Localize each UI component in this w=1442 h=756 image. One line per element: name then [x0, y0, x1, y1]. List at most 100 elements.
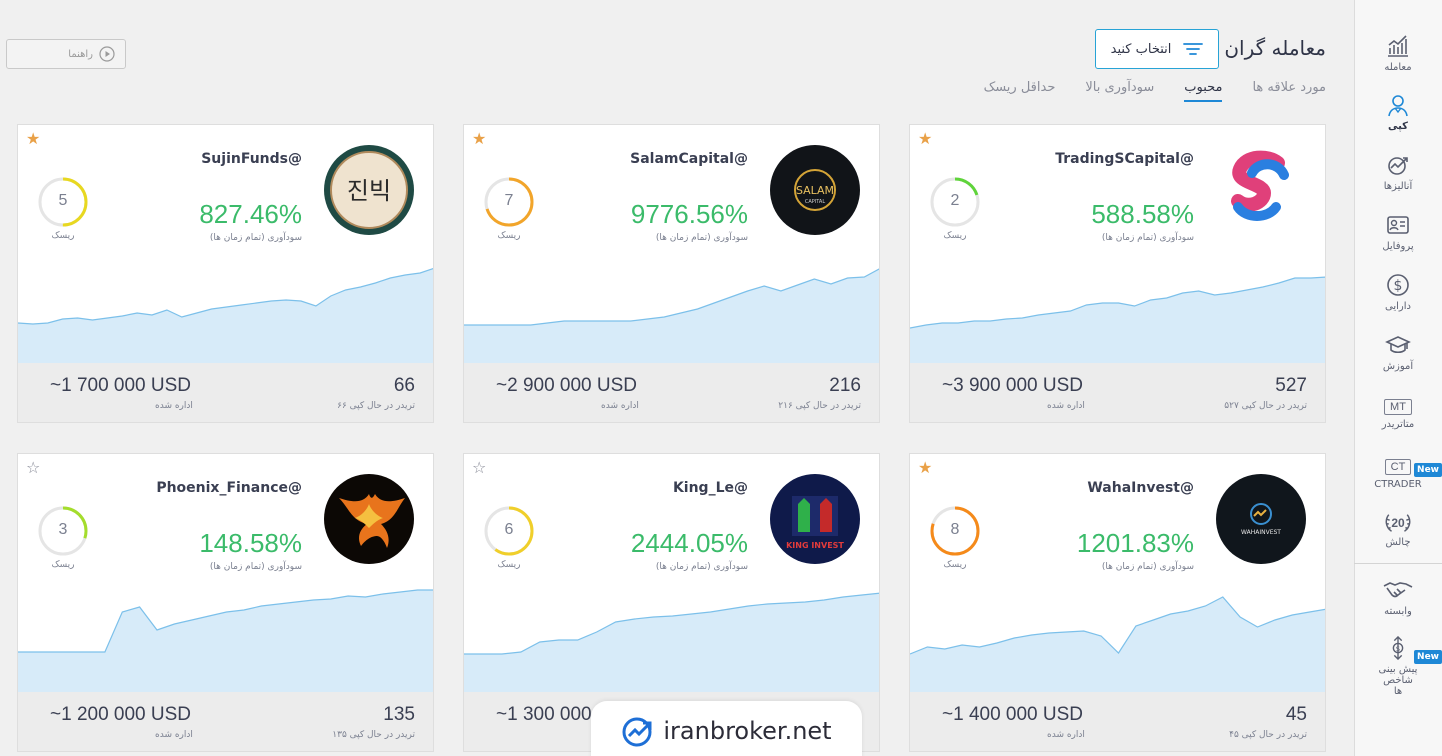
profit-value: 827.46% — [199, 199, 302, 229]
sidebar-item-metatrader[interactable]: MT متاتریدر — [1354, 395, 1442, 430]
trader-card[interactable]: ★ 진빅 SujinFunds@ 827.46% سودآوری (تمام ز… — [17, 124, 434, 423]
favorite-star-icon[interactable]: ★ — [918, 129, 933, 148]
risk-gauge — [38, 506, 88, 556]
equity-chart — [464, 592, 879, 692]
profit-value: 9776.56% — [630, 199, 748, 229]
aum-label: اداره شده — [1047, 730, 1085, 740]
copiers-count: 45 — [1285, 704, 1307, 725]
sidebar-item-label: معامله — [1384, 62, 1412, 73]
aum-label: اداره شده — [1047, 401, 1085, 411]
graduation-cap-icon — [1385, 336, 1411, 354]
sidebar-divider — [1354, 563, 1442, 564]
favorite-star-icon[interactable]: ★ — [472, 129, 487, 148]
sidebar-item-forecast[interactable]: $ New پیش بینی شاخص ها — [1354, 636, 1442, 697]
risk-gauge — [38, 177, 88, 227]
trader-username: SujinFunds@ — [201, 151, 302, 167]
trader-username: SalamCapital@ — [630, 151, 748, 167]
trader-stats: 527 ۵۲۷ تریدر در حال کپی ~3 900 000 USD … — [910, 363, 1325, 422]
sidebar-item-label: آنالیزها — [1383, 181, 1413, 192]
aum-label: اداره شده — [601, 401, 639, 411]
dollar-icon: $ — [1387, 274, 1409, 296]
profit-label: سودآوری (تمام زمان ها) — [209, 233, 302, 243]
tab-favorites[interactable]: مورد علاقه ها — [1252, 80, 1326, 95]
analysis-icon — [1388, 157, 1408, 175]
sidebar-item-analysis[interactable]: آنالیزها — [1354, 153, 1442, 192]
svg-text:WAHAINVEST: WAHAINVEST — [1241, 529, 1281, 536]
svg-text:SALAM: SALAM — [796, 184, 834, 197]
sidebar-item-profile[interactable]: پروفایل — [1354, 213, 1442, 252]
new-badge: New — [1414, 463, 1442, 477]
risk-label: ریسک — [497, 231, 521, 241]
watermark-text: iranbroker.net — [663, 717, 832, 745]
profit-label: سودآوری (تمام زمان ها) — [209, 562, 302, 572]
svg-text:진빅: 진빅 — [347, 177, 391, 205]
equity-chart — [18, 589, 433, 692]
sidebar-item-label: CTRADER — [1374, 479, 1422, 490]
profit-label: سودآوری (تمام زمان ها) — [1101, 233, 1194, 243]
copiers-count: 135 — [383, 704, 415, 725]
equity-line — [464, 592, 879, 655]
trader-avatar — [1216, 145, 1306, 235]
equity-line — [910, 276, 1325, 329]
favorite-star-icon[interactable]: ★ — [918, 458, 933, 477]
equity-area — [910, 277, 1325, 363]
trader-card[interactable]: ★ WAHAINVEST WahaInvest@ 1201.83% سودآور… — [909, 453, 1326, 752]
copiers-count: 216 — [829, 375, 861, 396]
tab-high-profit[interactable]: سودآوری بالا — [1085, 80, 1155, 95]
trader-card[interactable]: ☆ Phoenix_Finance@ 148.58% سودآوری (تمام… — [17, 453, 434, 752]
play-circle-icon — [99, 46, 115, 62]
sidebar-item-copy[interactable]: کپی — [1354, 93, 1442, 132]
sidebar-item-assets[interactable]: $ دارایی — [1354, 273, 1442, 312]
sidebar-item-education[interactable]: آموزش — [1354, 333, 1442, 372]
sidebar-item-label: دارایی — [1385, 301, 1411, 312]
watermark: iranbroker.net — [591, 701, 862, 756]
filter-icon — [1183, 43, 1204, 55]
equity-line — [464, 268, 879, 326]
trader-avatar — [324, 474, 414, 564]
aum-value: ~2 900 000 USD — [496, 375, 638, 396]
aum-value: ~1 700 000 USD — [50, 375, 192, 396]
risk-gauge — [484, 506, 534, 556]
risk-label: ریسک — [51, 231, 75, 241]
challenge-number: 20 — [1391, 516, 1405, 530]
equity-area — [18, 590, 433, 692]
sidebar-item-affiliate[interactable]: وابسته — [1354, 578, 1442, 617]
trader-stats: 135 ۱۳۵ تریدر در حال کپی ~1 200 000 USD … — [18, 692, 433, 751]
risk-label: ریسک — [943, 560, 967, 570]
trader-card[interactable]: ★ TradingSCapital@ 588.58% سودآوری (تمام… — [909, 124, 1326, 423]
aum-value: ~1 400 000 USD — [942, 704, 1084, 725]
sidebar-item-trade[interactable]: معامله — [1354, 34, 1442, 73]
favorite-star-icon[interactable]: ★ — [26, 129, 41, 148]
profit-value: 2444.05% — [630, 528, 748, 558]
favorite-star-icon[interactable]: ☆ — [26, 458, 41, 477]
help-button-label: راهنما — [68, 48, 93, 60]
aum-value: ~3 900 000 USD — [942, 375, 1084, 396]
sidebar-item-label: پیش بینی شاخص ها — [1378, 664, 1418, 697]
equity-line — [910, 596, 1325, 655]
sidebar-item-label: وابسته — [1384, 606, 1412, 617]
equity-area — [464, 269, 879, 363]
select-filter-button[interactable]: انتخاب کنید — [1095, 29, 1219, 69]
equity-chart — [910, 276, 1325, 363]
favorite-star-icon[interactable]: ☆ — [472, 458, 487, 477]
copiers-count: 527 — [1275, 375, 1307, 396]
copiers-label: ۱۳۵ تریدر در حال کپی — [332, 730, 415, 740]
equity-chart — [464, 268, 879, 363]
help-button[interactable]: راهنما — [6, 39, 126, 69]
profit-label: سودآوری (تمام زمان ها) — [1101, 562, 1194, 572]
sidebar-item-label: آموزش — [1382, 361, 1414, 372]
trader-username: King_Le@ — [672, 480, 748, 496]
risk-label: ریسک — [943, 231, 967, 241]
equity-chart — [18, 268, 433, 363]
tab-min-risk[interactable]: حداقل ریسک — [983, 80, 1056, 95]
sidebar-item-ctrader[interactable]: CT New CTRADER — [1354, 455, 1442, 490]
sidebar-item-label: پروفایل — [1382, 241, 1414, 252]
trader-username: Phoenix_Finance@ — [156, 480, 302, 496]
sidebar-item-challenge[interactable]: 20 چالش — [1354, 511, 1442, 548]
profit-value: 588.58% — [1091, 199, 1194, 229]
tab-popular[interactable]: محبوب — [1184, 80, 1223, 102]
mt-icon: MT — [1384, 399, 1412, 415]
trader-card[interactable]: ★ SALAM CAPITAL SalamCapital@ 9776.56% سو… — [463, 124, 880, 423]
equity-area — [910, 597, 1325, 692]
laurel-20-icon — [1385, 514, 1411, 532]
